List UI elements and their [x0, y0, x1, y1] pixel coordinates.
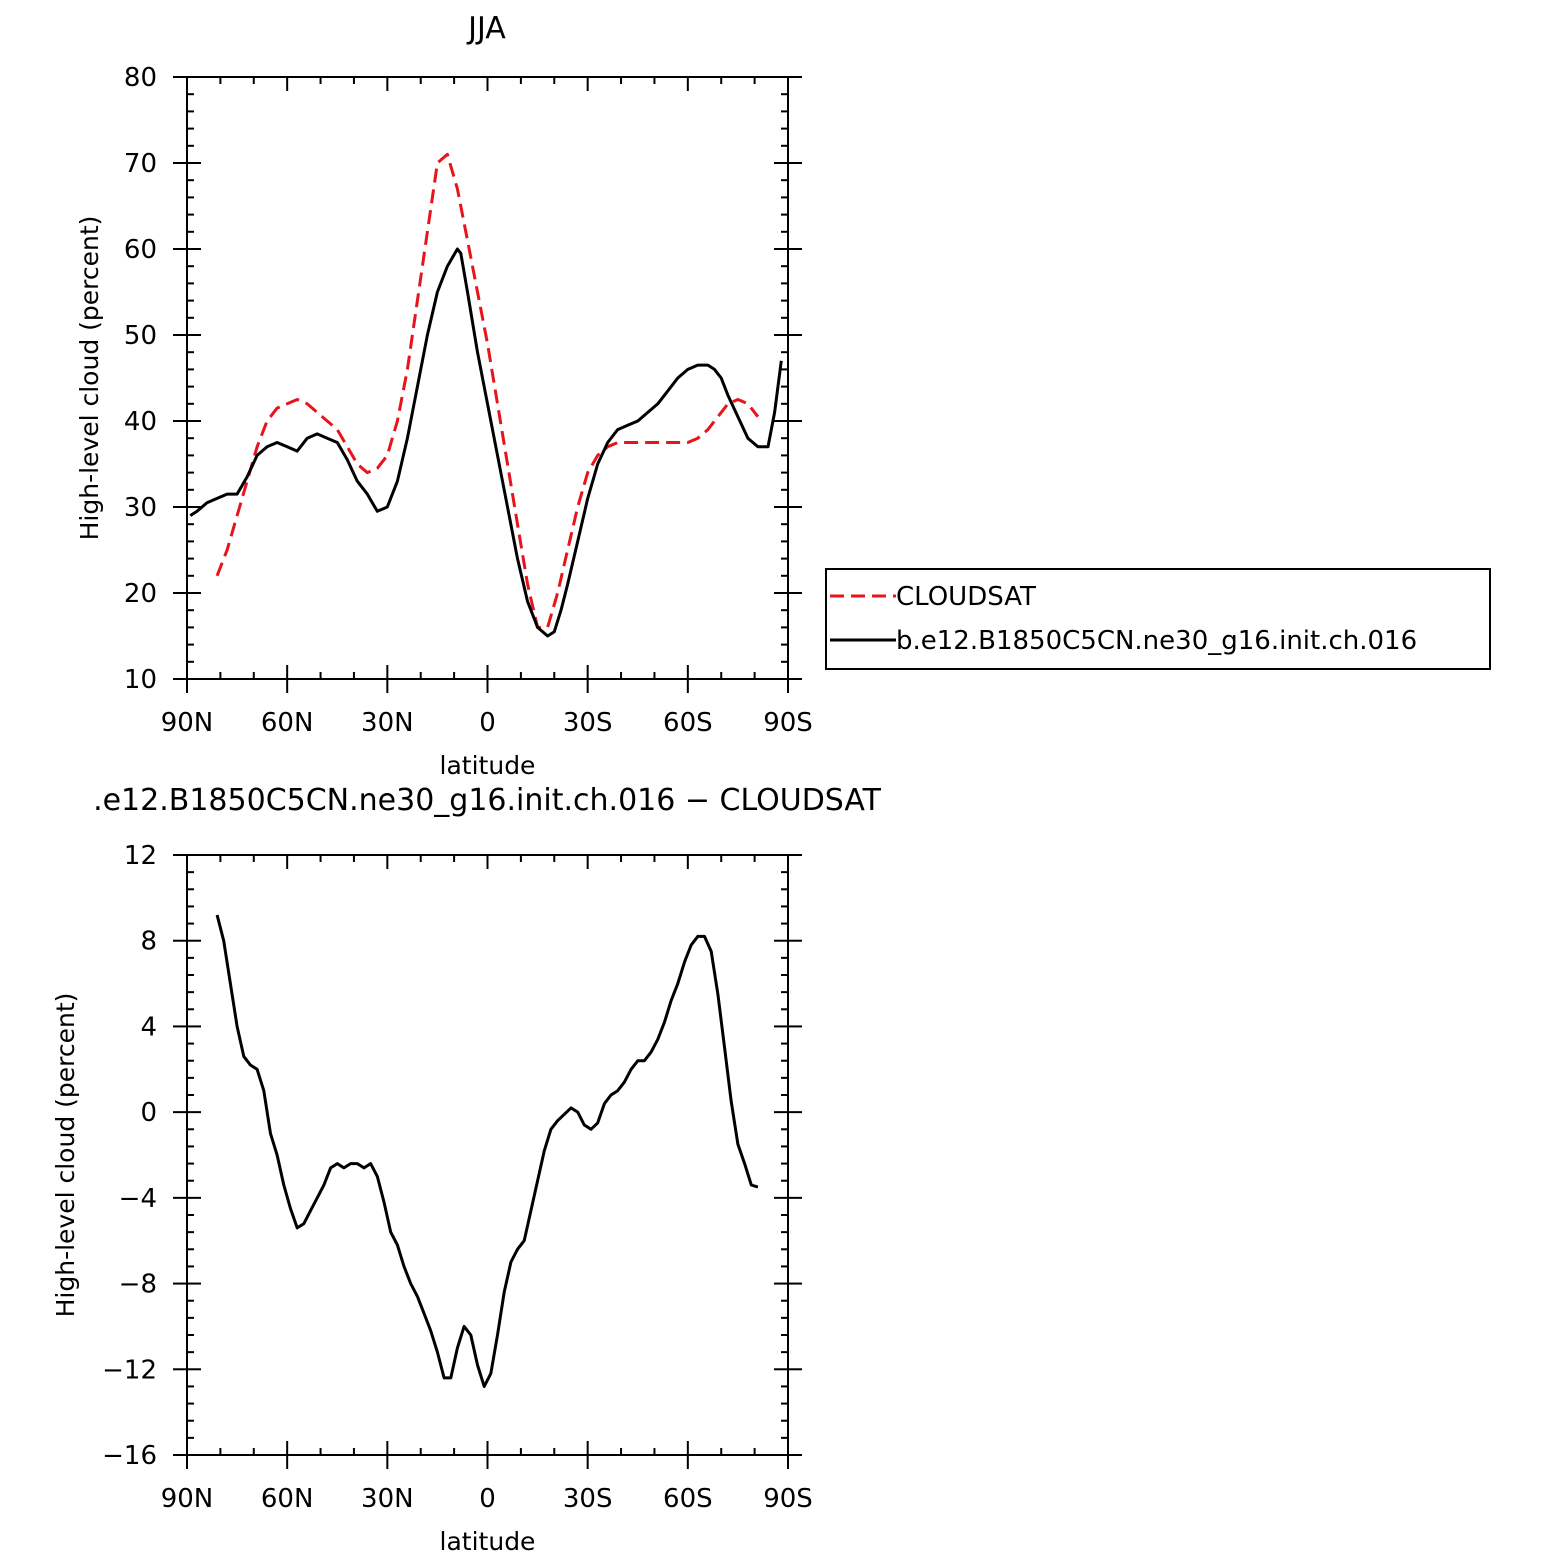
x-tick-label: 60S: [663, 708, 713, 738]
x-axis-label: latitude: [440, 1527, 536, 1556]
chart-title: JJA: [466, 11, 506, 46]
y-tick-label: 30: [124, 493, 157, 523]
y-tick-label: 20: [124, 579, 157, 609]
x-tick-label: 60S: [663, 1484, 713, 1514]
x-tick-label: 60N: [261, 708, 314, 738]
y-tick-label: 8: [140, 927, 157, 957]
y-tick-label: 50: [124, 321, 157, 351]
legend-entry-label: CLOUDSAT: [896, 582, 1036, 612]
series-line-b-e12-b1850c5cn-ne30-g16-init-ch-016: [189, 247, 783, 638]
x-tick-label: 30N: [361, 1484, 414, 1514]
y-tick-label: 10: [124, 665, 157, 695]
x-tick-label: 90N: [161, 708, 214, 738]
legend: CLOUDSAT b.e12.B1850C5CN.ne30_g16.init.ch…: [825, 568, 1491, 670]
y-axis-label: High-level cloud (percent): [75, 216, 104, 541]
series-line-difference-0: [215, 914, 759, 1388]
y-tick-label: 60: [124, 235, 157, 265]
x-tick-label: 30N: [361, 708, 414, 738]
y-tick-label: 80: [124, 63, 157, 93]
legend-box: [825, 568, 1491, 670]
y-tick-label: −4: [119, 1184, 157, 1214]
x-tick-label: 0: [479, 708, 496, 738]
chart-title: .e12.B1850C5CN.ne30_g16.init.ch.016 − CL…: [93, 783, 882, 818]
y-tick-label: 40: [124, 407, 157, 437]
series-line-cloudsat: [215, 152, 760, 629]
x-axis-label: latitude: [440, 751, 536, 780]
x-tick-label: 30S: [563, 1484, 613, 1514]
legend-entry-label: b.e12.B1850C5CN.ne30_g16.init.ch.016: [896, 626, 1417, 656]
x-tick-label: 90S: [763, 708, 813, 738]
x-tick-label: 0: [479, 1484, 496, 1514]
y-tick-label: 70: [124, 149, 157, 179]
x-tick-label: 90S: [763, 1484, 813, 1514]
bottom-chart-panel: 90N 60N 30N 0 30S 60S 90S 12 8 4 0 −4 −8 −12 −16 latitu…: [51, 783, 882, 1556]
x-tick-label: 90N: [161, 1484, 214, 1514]
y-tick-label: 0: [140, 1098, 157, 1128]
y-axis-label: High-level cloud (percent): [51, 993, 80, 1318]
plot-frame: [186, 76, 789, 680]
x-tick-label: 60N: [261, 1484, 314, 1514]
y-tick-label: −8: [119, 1270, 157, 1300]
y-tick-label: −16: [102, 1441, 157, 1471]
top-chart-panel: 90N 60N 30N 0 30S 60S 90S 80 70 60 50 40 30 20 10 latit…: [75, 11, 813, 780]
y-tick-label: 4: [140, 1012, 157, 1042]
y-tick-label: −12: [102, 1355, 157, 1385]
x-tick-label: 30S: [563, 708, 613, 738]
y-tick-label: 12: [124, 841, 157, 871]
